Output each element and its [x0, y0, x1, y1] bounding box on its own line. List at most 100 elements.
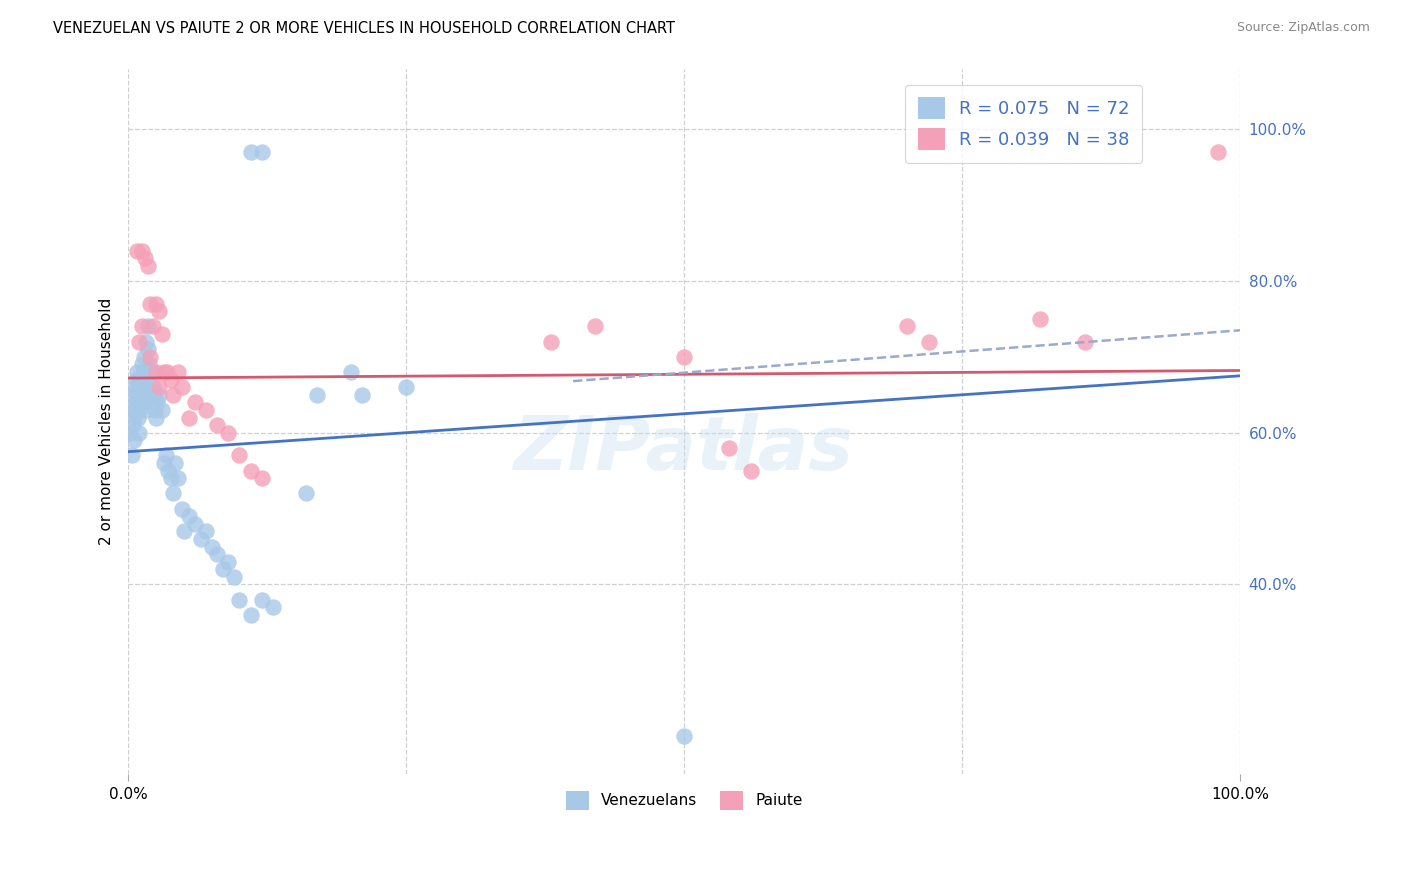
Point — [146, 395, 169, 409]
Point — [195, 403, 218, 417]
Point — [142, 319, 165, 334]
Point — [128, 334, 150, 349]
Point — [145, 296, 167, 310]
Point — [129, 388, 152, 402]
Point — [173, 524, 195, 539]
Point — [148, 388, 170, 402]
Point — [131, 365, 153, 379]
Point — [128, 425, 150, 440]
Point — [125, 373, 148, 387]
Point — [228, 592, 250, 607]
Point — [150, 327, 173, 342]
Point — [139, 296, 162, 310]
Point — [122, 434, 145, 448]
Point — [121, 449, 143, 463]
Point — [121, 403, 143, 417]
Point — [184, 516, 207, 531]
Point — [195, 524, 218, 539]
Point — [250, 145, 273, 159]
Point — [673, 729, 696, 743]
Point — [127, 410, 149, 425]
Point — [217, 555, 239, 569]
Point — [139, 388, 162, 402]
Point — [1029, 312, 1052, 326]
Point — [222, 570, 245, 584]
Point — [134, 251, 156, 265]
Point — [217, 425, 239, 440]
Point — [162, 486, 184, 500]
Point — [127, 380, 149, 394]
Point — [153, 456, 176, 470]
Point — [239, 145, 262, 159]
Point — [1073, 334, 1095, 349]
Point — [153, 365, 176, 379]
Point — [184, 395, 207, 409]
Legend: Venezuelans, Paiute: Venezuelans, Paiute — [560, 785, 808, 816]
Text: Source: ZipAtlas.com: Source: ZipAtlas.com — [1236, 21, 1369, 35]
Point — [122, 410, 145, 425]
Point — [124, 380, 146, 394]
Point — [141, 365, 163, 379]
Point — [239, 464, 262, 478]
Point — [167, 471, 190, 485]
Point — [142, 388, 165, 402]
Point — [157, 464, 180, 478]
Point — [127, 244, 149, 258]
Point — [350, 388, 373, 402]
Y-axis label: 2 or more Vehicles in Household: 2 or more Vehicles in Household — [100, 298, 114, 545]
Point — [896, 319, 918, 334]
Point — [134, 403, 156, 417]
Point — [145, 410, 167, 425]
Point — [159, 471, 181, 485]
Point — [167, 365, 190, 379]
Point — [717, 441, 740, 455]
Point — [170, 380, 193, 394]
Point — [190, 532, 212, 546]
Point — [148, 380, 170, 394]
Point — [131, 380, 153, 394]
Point — [250, 471, 273, 485]
Point — [156, 365, 179, 379]
Point — [121, 388, 143, 402]
Point — [135, 334, 157, 349]
Point — [125, 395, 148, 409]
Point — [1206, 145, 1229, 159]
Point — [132, 388, 155, 402]
Point — [211, 562, 233, 576]
Point — [228, 449, 250, 463]
Point — [145, 365, 167, 379]
Point — [128, 395, 150, 409]
Point — [159, 373, 181, 387]
Point — [120, 425, 142, 440]
Point — [148, 304, 170, 318]
Point — [127, 388, 149, 402]
Point — [138, 358, 160, 372]
Point — [918, 334, 941, 349]
Point — [121, 418, 143, 433]
Point — [136, 259, 159, 273]
Point — [673, 350, 696, 364]
Point — [143, 403, 166, 417]
Text: ZIPatlas: ZIPatlas — [515, 413, 855, 486]
Point — [136, 343, 159, 357]
Point — [179, 410, 201, 425]
Point — [395, 380, 418, 394]
Point — [132, 350, 155, 364]
Point — [142, 380, 165, 394]
Point — [583, 319, 606, 334]
Point — [295, 486, 318, 500]
Point — [201, 540, 224, 554]
Text: VENEZUELAN VS PAIUTE 2 OR MORE VEHICLES IN HOUSEHOLD CORRELATION CHART: VENEZUELAN VS PAIUTE 2 OR MORE VEHICLES … — [53, 21, 675, 37]
Point — [339, 365, 361, 379]
Point — [128, 403, 150, 417]
Point — [131, 244, 153, 258]
Point — [740, 464, 762, 478]
Point — [307, 388, 329, 402]
Point — [262, 600, 284, 615]
Point — [540, 334, 562, 349]
Point — [250, 592, 273, 607]
Point — [205, 547, 228, 561]
Point — [131, 395, 153, 409]
Point — [163, 456, 186, 470]
Point — [136, 319, 159, 334]
